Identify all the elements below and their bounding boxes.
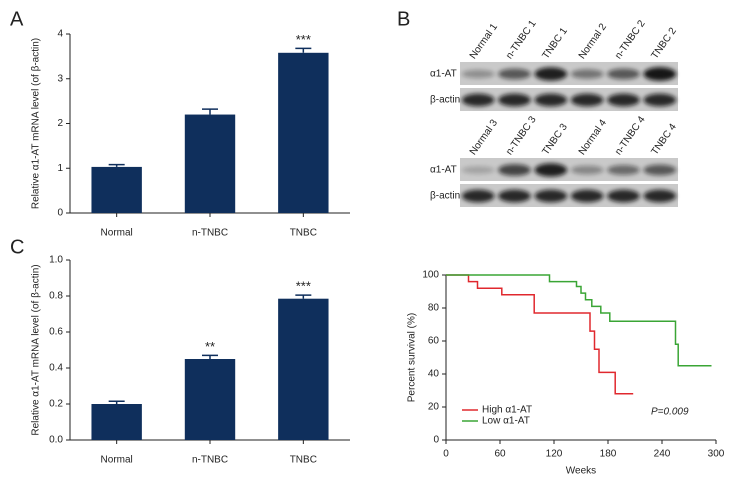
lane-label: TNBC 4 (649, 121, 679, 157)
y-tick-label: 4 (57, 29, 63, 40)
error-bar (108, 163, 125, 167)
legend-label: Low α1-AT (482, 416, 530, 427)
blot-band (570, 69, 604, 79)
y-tick-label: 40 (428, 369, 440, 380)
row-label: β-actin (430, 191, 460, 202)
error-bar (108, 400, 125, 404)
y-tick-label: 0.6 (49, 327, 63, 338)
x-tick-label: Normal (101, 455, 133, 466)
x-tick-label: 180 (600, 449, 617, 460)
bar (184, 359, 236, 440)
blot-band (461, 69, 495, 79)
significance: *** (296, 279, 311, 294)
panel-label: C (10, 236, 24, 258)
blot-band (643, 189, 677, 203)
blot-band (498, 164, 531, 176)
blot-band (461, 166, 495, 174)
bar (91, 166, 142, 213)
blot-band (607, 93, 640, 107)
bar (184, 114, 236, 213)
x-tick-label: n-TNBC (192, 228, 228, 239)
y-axis-label: Percent survival (%) (407, 313, 418, 402)
blot-band (570, 165, 604, 175)
blot-band (498, 93, 531, 107)
y-tick-label: 2 (57, 118, 63, 129)
error-bar (202, 108, 218, 115)
y-tick-label: 1.0 (49, 255, 63, 266)
error-bar (202, 354, 218, 359)
lane-label: Normal 1 (468, 21, 501, 61)
blot-band (498, 189, 531, 203)
x-tick-label: Normal (101, 228, 133, 239)
row-label: β-actin (430, 95, 460, 106)
y-tick-label: 80 (428, 303, 440, 314)
y-tick-label: 60 (428, 336, 440, 347)
survival-curve (446, 274, 634, 395)
row-label: α1-AT (430, 69, 457, 80)
lane-label: Normal 4 (577, 117, 610, 157)
y-tick-label: 20 (428, 402, 440, 413)
panel-label: A (10, 8, 24, 30)
blot-band (643, 164, 677, 176)
lane-label: n-TNBC 4 (613, 114, 648, 157)
bar (278, 298, 329, 440)
x-tick-label: TNBC (290, 455, 317, 466)
blot-band (461, 189, 495, 203)
significance: ** (205, 339, 215, 354)
x-tick-label: 300 (708, 449, 725, 460)
x-axis-label: Weeks (566, 466, 596, 477)
y-tick-label: 0 (57, 208, 63, 219)
lane-label: TNBC 1 (540, 25, 570, 61)
x-tick-label: 240 (654, 449, 671, 460)
row-label: α1-AT (430, 165, 457, 176)
blot-band (534, 189, 568, 203)
y-tick-label: 1 (57, 163, 63, 174)
y-tick-label: 0.0 (49, 435, 63, 446)
blot-band (461, 93, 495, 107)
blot-band (607, 68, 640, 80)
blot-band (643, 67, 677, 81)
lane-label: n-TNBC 1 (504, 18, 539, 61)
x-tick-label: n-TNBC (192, 455, 228, 466)
blot-band (534, 163, 568, 177)
error-bar (295, 294, 312, 299)
x-tick-label: 60 (494, 449, 506, 460)
blot-band (534, 67, 568, 81)
panel-label: B (397, 8, 410, 30)
lane-label: n-TNBC 2 (613, 18, 648, 61)
error-bar (295, 47, 312, 53)
x-tick-label: 120 (546, 449, 563, 460)
legend-label: High α1-AT (482, 405, 532, 416)
lane-label: TNBC 3 (540, 121, 570, 157)
p-value: P=0.009 (651, 407, 689, 418)
y-tick-label: 0.8 (49, 291, 63, 302)
significance: *** (296, 32, 311, 47)
bar (91, 404, 142, 440)
lane-label: n-TNBC 3 (504, 114, 539, 157)
y-tick-label: 0.4 (49, 363, 63, 374)
blot-band (643, 93, 677, 107)
y-axis-label: Relative α1-AT mRNA level (of β-actin) (31, 38, 42, 209)
blot-band (570, 93, 604, 107)
x-tick-label: 0 (443, 449, 449, 460)
y-tick-label: 0 (433, 435, 439, 446)
bar (278, 52, 329, 213)
y-axis-label: Relative α1-AT mRNA level (of β-actin) (31, 264, 42, 435)
survival-curve (446, 274, 712, 367)
blot-band (498, 68, 531, 80)
y-tick-label: 100 (422, 270, 439, 281)
blot-band (534, 93, 568, 107)
y-tick-label: 3 (57, 73, 63, 84)
x-tick-label: TNBC (290, 228, 317, 239)
lane-label: TNBC 2 (649, 25, 679, 61)
lane-label: Normal 3 (468, 117, 501, 157)
y-tick-label: 0.2 (49, 399, 63, 410)
blot-band (570, 189, 604, 203)
blot-band (607, 165, 640, 175)
blot-band (607, 189, 640, 203)
lane-label: Normal 2 (577, 21, 610, 61)
